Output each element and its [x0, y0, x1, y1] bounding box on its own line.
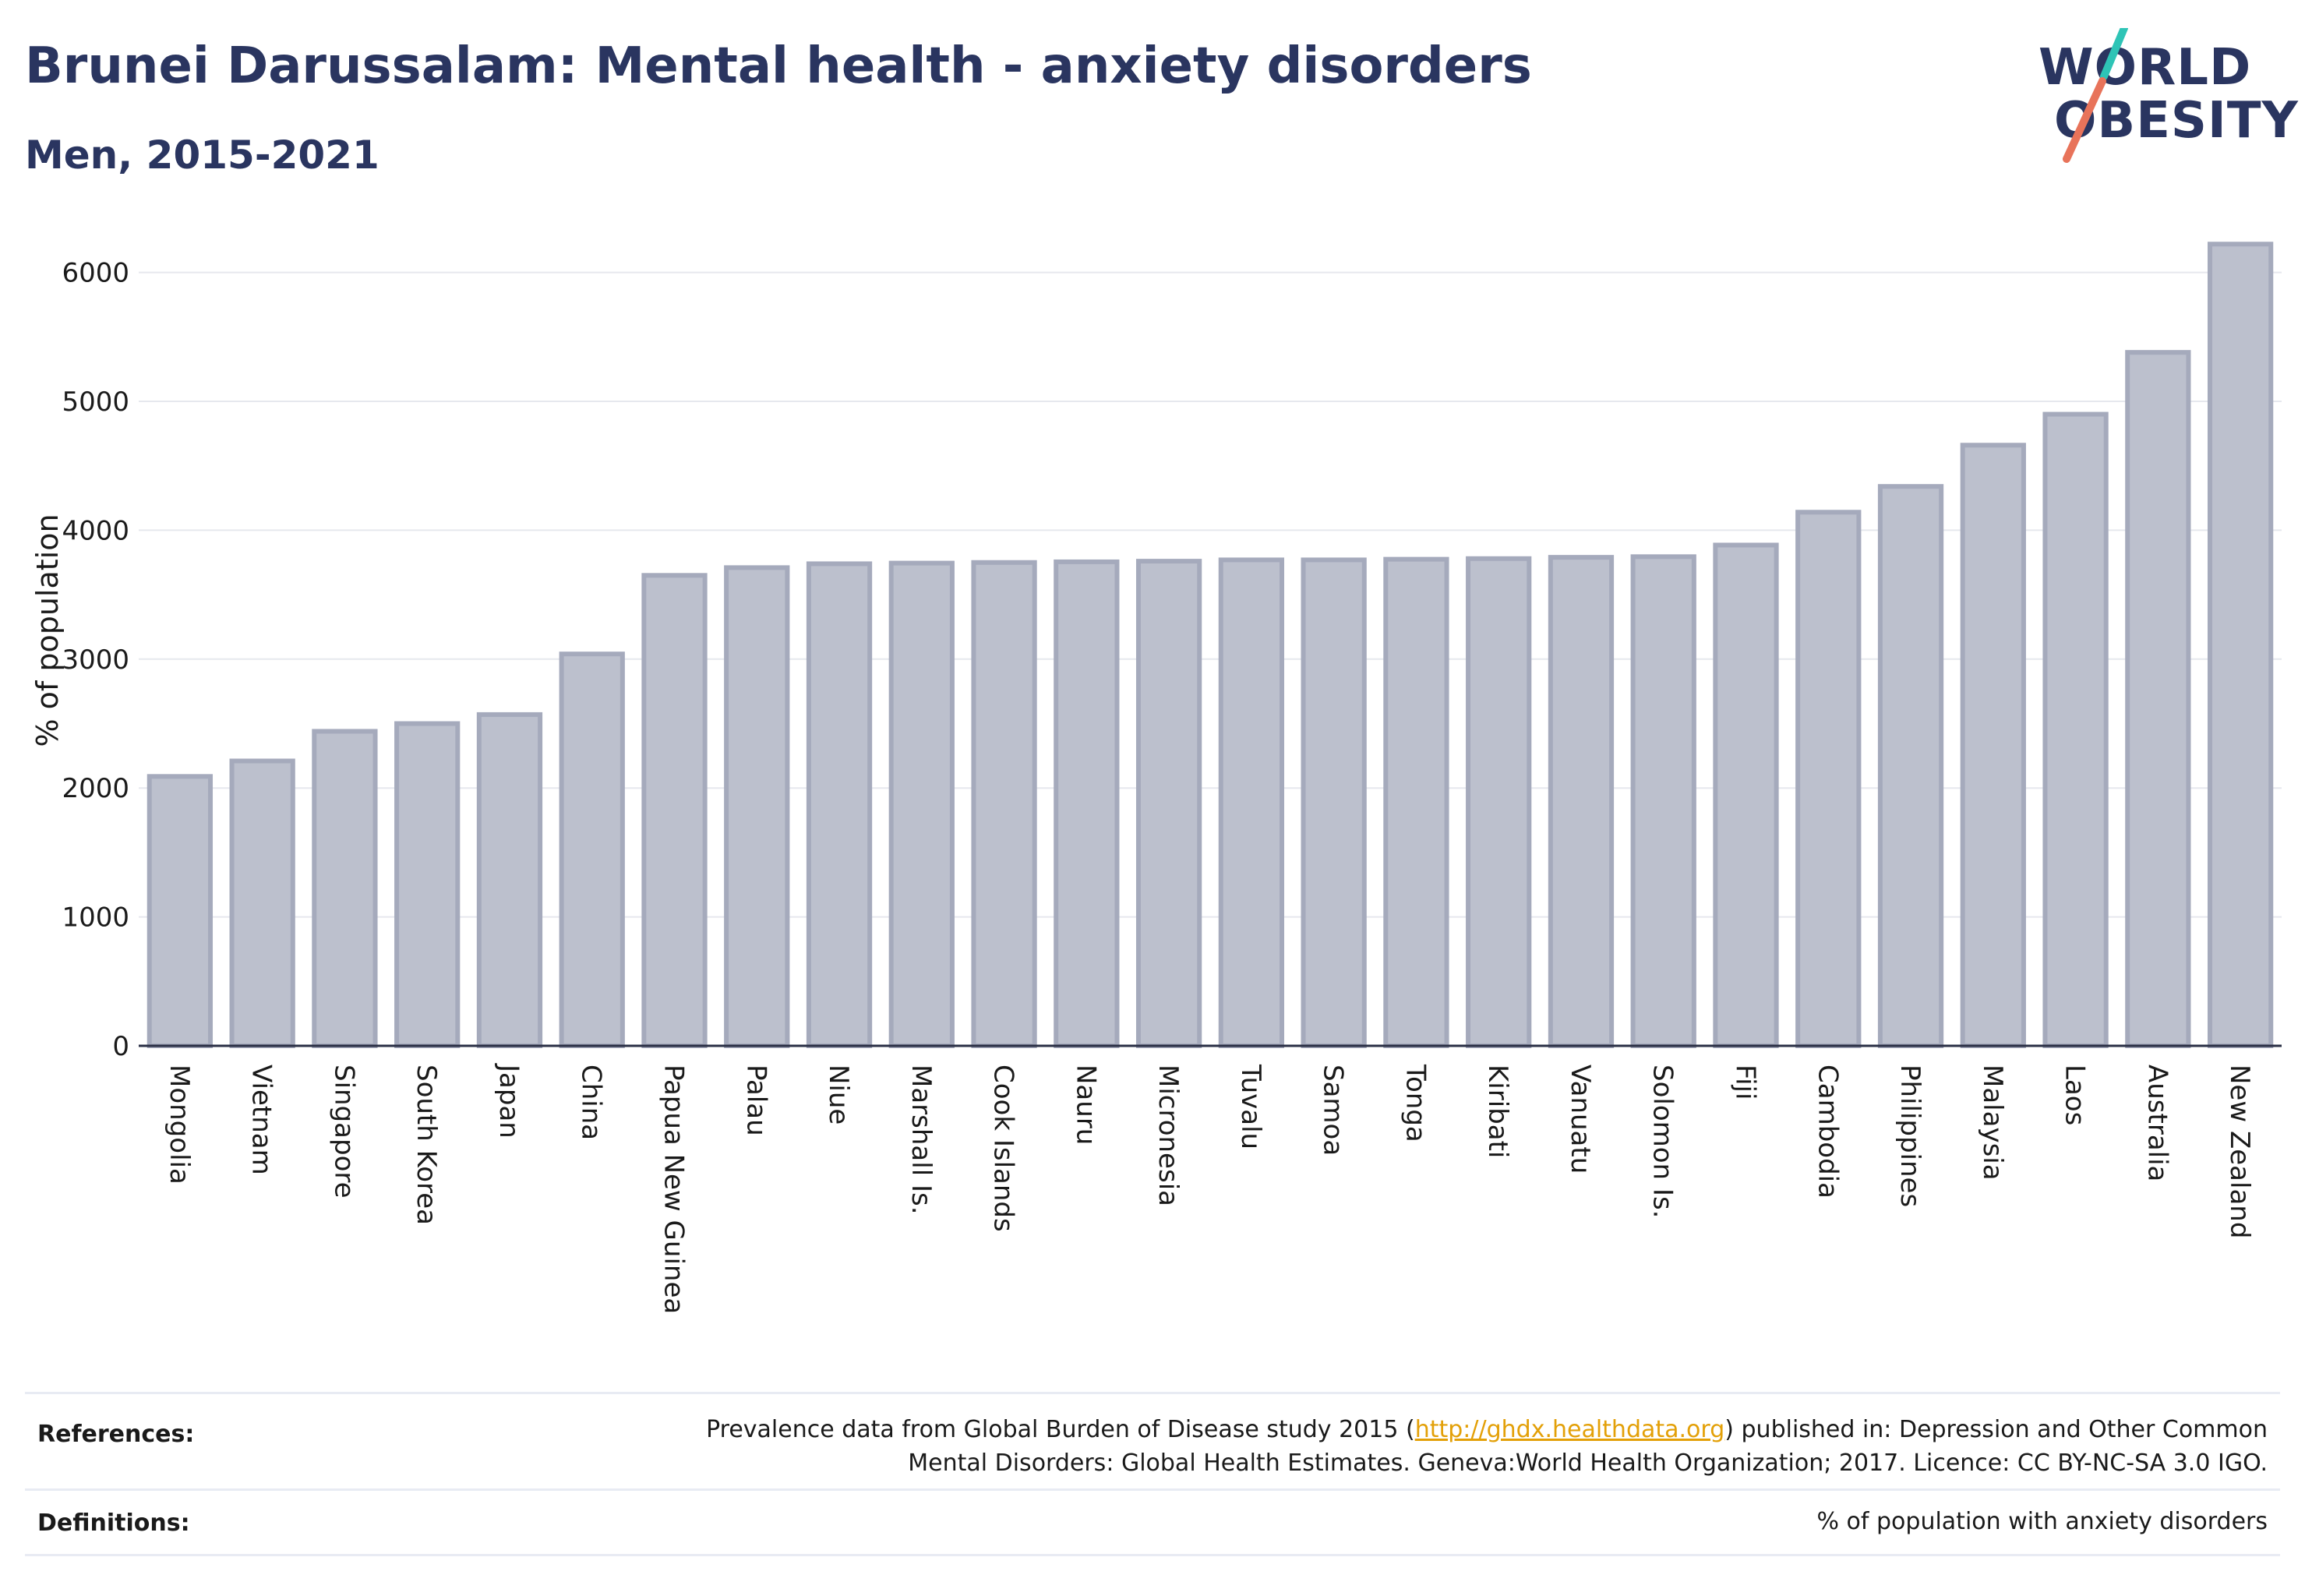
bar [806, 561, 873, 1048]
bar [2125, 350, 2191, 1048]
category-label: New Zealand [2224, 1065, 2255, 1238]
references-link[interactable]: http://ghdx.healthdata.org [1414, 1416, 1725, 1443]
category-label: Micronesia [1152, 1065, 1184, 1206]
category-label: Philippines [1894, 1065, 1926, 1207]
category-label: Japan [493, 1063, 524, 1139]
category-label: South Korea [411, 1065, 442, 1225]
bar [312, 729, 378, 1049]
bar [476, 711, 543, 1049]
category-label: Laos [2060, 1065, 2091, 1125]
category-label: Vanuatu [1565, 1065, 1596, 1174]
bar-chart: 0 1000 2000 3000 4000 5000 6000 Mongolia Vietna… [30, 242, 2282, 1314]
category-label: Cambodia [1812, 1065, 1843, 1199]
bar [2207, 242, 2274, 1049]
references-line2: Mental Disorders: Global Health Estimate… [908, 1449, 2268, 1477]
category-labels: Mongolia Vietnam Singapore South Korea Japan… [164, 1063, 2255, 1314]
definitions-label: Definitions: [37, 1509, 190, 1537]
bar [1960, 443, 2026, 1048]
category-label: Australia [2141, 1065, 2173, 1181]
y-tick-labels: 0 1000 2000 3000 4000 5000 6000 [62, 258, 129, 1062]
y-tick-label: 1000 [62, 902, 129, 934]
category-label: Cook Islands [988, 1065, 1019, 1232]
category-label: Papua New Guinea [658, 1065, 690, 1314]
references-text-after: ) published in: Depression and Other Com… [1724, 1416, 2268, 1443]
category-label: Mongolia [164, 1065, 195, 1185]
category-label: Palau [740, 1065, 771, 1136]
footer-bottom-rule [25, 1554, 2280, 1558]
y-tick-label: 3000 [62, 644, 129, 676]
bar [1466, 556, 1532, 1048]
category-label: Niue [823, 1065, 854, 1125]
definitions-row: Definitions: % of population with anxiet… [25, 1488, 2280, 1556]
bar [1713, 542, 1779, 1048]
bar [2042, 411, 2109, 1048]
bar [229, 758, 295, 1048]
references-row: References: Prevalence data from Global … [25, 1392, 2280, 1491]
category-label: Marshall Is. [905, 1065, 937, 1215]
category-label: Solomon Is. [1647, 1065, 1678, 1218]
bar [724, 565, 790, 1048]
bar [394, 721, 461, 1048]
category-label: Samoa [1318, 1065, 1349, 1156]
y-tick-label: 2000 [62, 773, 129, 804]
category-label: Singapore [328, 1065, 359, 1199]
y-tick-label: 5000 [62, 387, 129, 418]
y-tick-label: 0 [112, 1031, 129, 1062]
bar [1218, 557, 1285, 1048]
bar [971, 560, 1037, 1048]
bar [1548, 555, 1615, 1048]
category-label: Kiribati [1482, 1065, 1513, 1158]
logo-line1: WORLD [2038, 39, 2252, 97]
bar [888, 560, 955, 1048]
bar [641, 573, 708, 1048]
y-tick-label: 6000 [62, 258, 129, 289]
bar [1054, 559, 1120, 1048]
chart-subtitle: Men, 2015-2021 [25, 132, 379, 178]
bar [146, 774, 214, 1048]
references-text: Prevalence data from Global Burden of Di… [706, 1413, 2268, 1480]
gridlines [139, 271, 2282, 918]
bar [559, 651, 625, 1048]
category-label: Nauru [1070, 1065, 1101, 1145]
bar [1383, 556, 1449, 1048]
y-tick-label: 4000 [62, 515, 129, 546]
y-axis-title: % of population [30, 514, 65, 747]
bar [1135, 559, 1202, 1048]
bar [1877, 484, 1944, 1048]
references-text-before: Prevalence data from Global Burden of Di… [706, 1416, 1415, 1443]
chart-title: Brunei Darussalam: Mental health - anxie… [25, 37, 1532, 95]
footer: References: Prevalence data from Global … [25, 1392, 2280, 1594]
references-label: References: [37, 1421, 195, 1448]
definitions-text: % of population with anxiety disorders [1816, 1508, 2268, 1535]
bars [146, 242, 2274, 1049]
category-label: Vietnam [246, 1065, 277, 1175]
category-label: Fiji [1730, 1065, 1761, 1100]
logo-slash-icon [2063, 28, 2128, 163]
category-label: Tuvalu [1235, 1064, 1266, 1149]
bar [1301, 557, 1367, 1048]
world-obesity-logo: WORLD OBESITY [2026, 28, 2298, 168]
category-label: China [576, 1065, 607, 1140]
category-label: Malaysia [1977, 1065, 2008, 1181]
bar [1630, 554, 1696, 1048]
bar [1795, 510, 1862, 1048]
category-label: Tonga [1400, 1064, 1431, 1142]
